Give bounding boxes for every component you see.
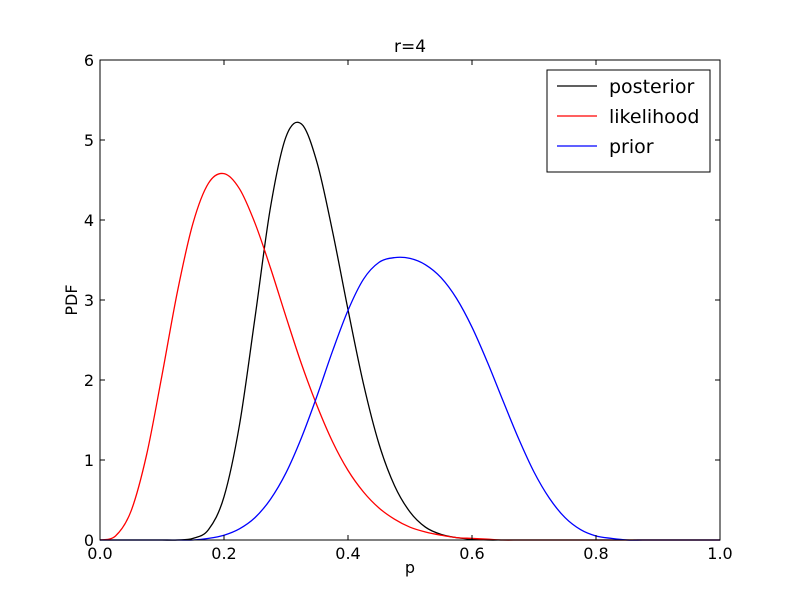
y-tick-label: 5 — [84, 131, 94, 150]
x-tick-label: 1.0 — [707, 544, 732, 563]
y-axis-label: PDF — [62, 284, 81, 315]
y-tick-label: 2 — [84, 371, 94, 390]
y-tick-label: 0 — [84, 531, 94, 550]
x-tick-label: 0.8 — [583, 544, 608, 563]
y-tick-label: 1 — [84, 451, 94, 470]
x-tick-label: 0.2 — [211, 544, 236, 563]
y-tick-label: 3 — [84, 291, 94, 310]
y-tick-label: 4 — [84, 211, 94, 230]
x-tick-label: 0.4 — [335, 544, 360, 563]
legend-label-posterior: posterior — [609, 76, 694, 98]
legend: posterior likelihood prior — [546, 69, 711, 173]
legend-label-prior: prior — [609, 136, 654, 158]
legend-label-likelihood: likelihood — [609, 106, 699, 128]
x-tick-label: 0.0 — [87, 544, 112, 563]
series-line-prior — [100, 256, 720, 541]
y-tick-label: 6 — [84, 51, 94, 70]
x-axis-label: p — [405, 558, 415, 577]
x-tick-label: 0.6 — [459, 544, 484, 563]
chart-title: r=4 — [394, 37, 426, 57]
legend-box — [546, 69, 711, 173]
